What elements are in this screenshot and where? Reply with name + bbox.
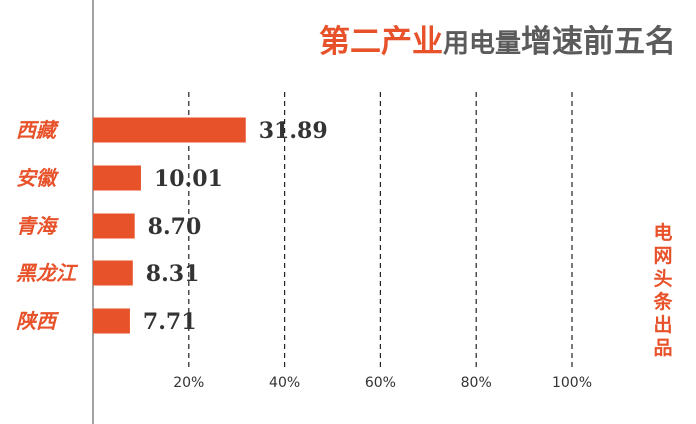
source-note: 电网头条出品 (648, 222, 678, 360)
source-note-char: 网 (653, 245, 673, 267)
bar (93, 260, 133, 286)
title-part-2: 用电量 (443, 29, 521, 59)
value-label: 31.89 (259, 118, 328, 144)
bars (93, 117, 246, 334)
grid-lines (188, 92, 573, 368)
category-label: 青海 (16, 214, 59, 238)
x-tick-label: 100% (552, 375, 592, 391)
bar (93, 117, 246, 143)
source-note-char: 头 (653, 268, 673, 290)
title-part-3: 增速前五名 (521, 24, 676, 60)
value-label: 8.70 (148, 214, 202, 240)
source-note-char: 出 (653, 314, 673, 336)
source-note-char: 电 (653, 222, 673, 244)
category-label: 陕西 (16, 309, 60, 333)
x-tick-label: 60% (365, 375, 396, 391)
category-label: 安徽 (16, 166, 59, 190)
bar (93, 213, 135, 239)
category-label: 西藏 (16, 118, 60, 142)
chart-title: 第二产业用电量增速前五名 (319, 24, 676, 60)
bar (93, 165, 141, 191)
x-tick-label: 20% (173, 375, 204, 391)
category-label: 黑龙江 (16, 261, 79, 285)
value-label: 7.71 (143, 309, 197, 335)
x-tick-label: 40% (269, 375, 300, 391)
value-labels: 31.89 10.01 8.70 8.31 7.71 (143, 118, 328, 335)
source-note-char: 条 (653, 291, 673, 313)
value-label: 8.31 (146, 261, 200, 287)
value-label: 10.01 (154, 166, 223, 192)
title-part-1: 第二产业 (319, 24, 443, 60)
x-tick-label: 80% (461, 375, 492, 391)
source-note-char: 品 (653, 337, 673, 359)
x-tick-labels: 20% 40% 60% 80% 100% (173, 375, 592, 391)
bar (93, 308, 130, 334)
